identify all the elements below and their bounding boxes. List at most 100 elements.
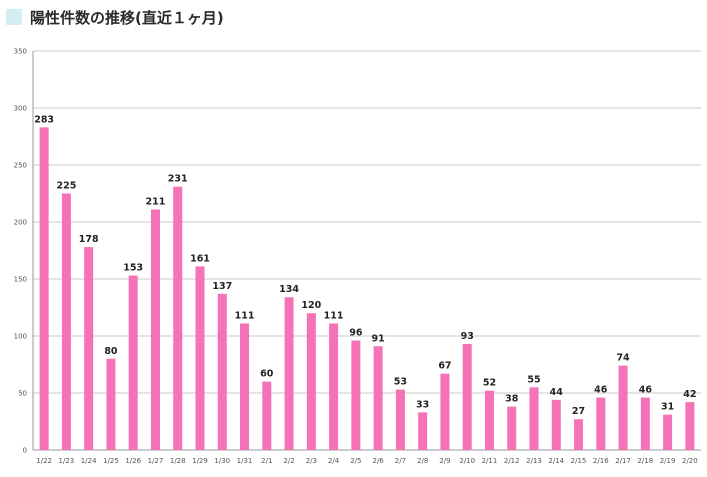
y-axis-ticks: 0 50 100 150 200 250 300 350 — [14, 48, 27, 455]
data-label: 93 — [461, 331, 474, 342]
x-tick-label: 1/22 — [36, 457, 52, 465]
bar — [596, 397, 606, 450]
bar — [618, 365, 628, 450]
x-tick-label: 2/6 — [373, 457, 385, 465]
bar — [529, 387, 539, 450]
x-tick-label: 1/26 — [125, 457, 141, 465]
x-tick-label: 2/12 — [504, 457, 520, 465]
x-tick-label: 2/19 — [660, 457, 676, 465]
data-label: 42 — [683, 389, 696, 400]
bar — [484, 390, 494, 450]
x-tick-label: 1/27 — [148, 457, 164, 465]
data-label: 231 — [168, 174, 188, 185]
x-tick-label: 1/28 — [170, 457, 186, 465]
x-tick-label: 2/2 — [283, 457, 294, 465]
bar — [61, 193, 71, 450]
data-label: 74 — [616, 353, 630, 364]
y-gridlines — [33, 50, 701, 451]
y-tick-label: 0 — [23, 447, 27, 455]
bars — [39, 127, 695, 450]
data-label: 211 — [146, 196, 166, 207]
bar — [150, 209, 160, 450]
x-tick-label: 2/16 — [593, 457, 609, 465]
x-tick-label: 2/13 — [526, 457, 542, 465]
data-label: 67 — [438, 361, 451, 372]
data-labels: 2832251788015321123116113711160134120111… — [34, 114, 696, 417]
x-tick-label: 2/18 — [637, 457, 653, 465]
bar — [240, 323, 250, 450]
data-label: 46 — [639, 385, 653, 396]
bar — [440, 373, 450, 450]
bar — [284, 297, 294, 450]
bar — [217, 293, 227, 450]
x-tick-label: 1/24 — [81, 457, 97, 465]
x-tick-label: 2/14 — [548, 457, 564, 465]
bar — [306, 313, 316, 450]
y-tick-label: 50 — [18, 390, 27, 398]
data-label: 53 — [394, 377, 407, 388]
data-label: 80 — [104, 346, 118, 357]
data-label: 38 — [505, 394, 519, 405]
bar — [128, 275, 138, 450]
data-label: 52 — [483, 378, 496, 389]
data-label: 137 — [212, 281, 232, 292]
x-tick-label: 2/17 — [615, 457, 631, 465]
bar — [106, 358, 116, 450]
x-tick-label: 2/10 — [459, 457, 475, 465]
data-label: 153 — [123, 263, 143, 274]
bar — [462, 343, 472, 450]
x-tick-label: 1/29 — [192, 457, 208, 465]
chart-title-row: 陽性件数の推移(直近１ヶ月) — [6, 6, 224, 28]
bar — [173, 186, 183, 450]
data-label: 46 — [594, 385, 608, 396]
data-label: 111 — [235, 310, 255, 321]
x-tick-label: 2/4 — [328, 457, 340, 465]
bar — [640, 397, 650, 450]
x-tick-label: 1/25 — [103, 457, 119, 465]
x-tick-label: 2/1 — [261, 457, 272, 465]
bar — [574, 419, 584, 450]
data-label: 91 — [372, 333, 385, 344]
data-label: 134 — [279, 284, 299, 295]
data-label: 96 — [349, 328, 363, 339]
bar — [329, 323, 339, 450]
data-label: 120 — [301, 300, 321, 311]
x-tick-label: 2/5 — [350, 457, 361, 465]
data-label: 178 — [79, 234, 99, 245]
bar — [262, 381, 272, 450]
data-label: 60 — [260, 369, 274, 380]
data-label: 111 — [324, 310, 344, 321]
x-tick-label: 2/7 — [395, 457, 406, 465]
x-tick-label: 2/20 — [682, 457, 698, 465]
y-tick-label: 100 — [14, 333, 27, 341]
title-marker-square — [6, 9, 22, 25]
data-label: 31 — [661, 402, 674, 413]
data-label: 27 — [572, 406, 585, 417]
x-tick-label: 2/15 — [571, 457, 587, 465]
x-axis-ticks: 1/22 1/23 1/24 1/25 1/26 1/27 1/28 1/29 1/30 1/31… — [36, 457, 697, 465]
bar — [84, 247, 94, 450]
x-tick-label: 2/8 — [417, 457, 428, 465]
bar — [685, 402, 695, 450]
x-tick-label: 1/31 — [237, 457, 253, 465]
bar — [39, 127, 49, 450]
x-tick-label: 2/11 — [482, 457, 498, 465]
bar — [373, 346, 383, 450]
bar — [663, 414, 673, 450]
y-tick-label: 300 — [14, 105, 27, 113]
bar — [195, 266, 205, 450]
bar — [507, 406, 517, 450]
data-label: 44 — [550, 387, 564, 398]
bar — [351, 340, 361, 450]
x-tick-label: 2/9 — [439, 457, 450, 465]
x-tick-label: 2/3 — [306, 457, 317, 465]
y-tick-label: 200 — [14, 219, 27, 227]
data-label: 33 — [416, 399, 429, 410]
data-label: 161 — [190, 253, 210, 264]
y-tick-label: 250 — [14, 162, 27, 170]
y-tick-label: 150 — [14, 276, 27, 284]
x-tick-label: 1/30 — [214, 457, 230, 465]
x-tick-label: 1/23 — [59, 457, 75, 465]
data-label: 225 — [56, 181, 76, 192]
